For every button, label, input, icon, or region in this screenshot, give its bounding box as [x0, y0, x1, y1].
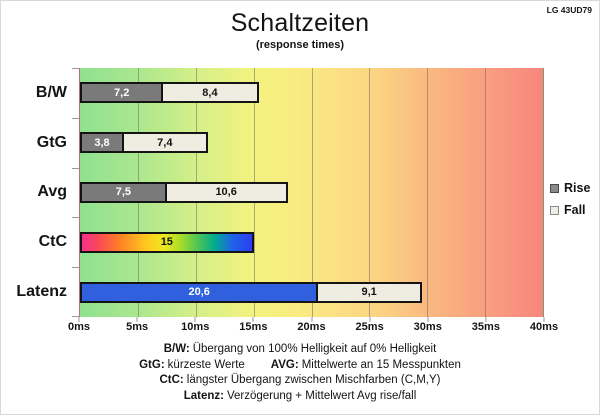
x-axis-tick — [485, 317, 487, 322]
legend: Rise Fall — [550, 181, 590, 217]
footer-definition: längster Übergang zwischen Mischfarben (… — [186, 374, 441, 386]
footer-notes: B/W: Übergang von 100% Helligkeit auf 0% … — [1, 342, 599, 404]
footer-term: GtG: — [139, 358, 165, 371]
footer-term: CtC: — [159, 374, 184, 386]
bar-segment-fall: 10,6 — [164, 181, 288, 203]
legend-label: Rise — [564, 181, 591, 195]
x-axis-tick — [369, 317, 371, 322]
bar-segment-rise: 7,5 — [80, 181, 167, 203]
legend-item-rise: Rise — [550, 181, 590, 195]
chart-subtitle: (response times) — [255, 39, 345, 51]
bar-value-label: 15 — [160, 236, 173, 249]
footer-line: CtC: längster Übergang zwischen Mischfarb… — [1, 373, 599, 389]
category-label-latenz: Latenz — [16, 283, 67, 301]
x-axis-label: 35ms — [471, 321, 500, 333]
legend-label: Fall — [564, 203, 586, 217]
y-axis-tick — [72, 68, 79, 69]
bar-value-label: 20,6 — [188, 286, 210, 299]
bar-row-ctc: 15 — [80, 217, 543, 267]
x-axis-label: 30ms — [413, 321, 442, 333]
category-label-ctc: CtC — [38, 233, 67, 251]
y-axis-tick — [72, 217, 79, 219]
bar-value-label: 7,4 — [157, 136, 173, 149]
y-axis-tick — [72, 167, 79, 169]
footer-line: Latenz: Verzögerung + Mittelwert Avg rise… — [1, 389, 599, 405]
bar-value-label: 8,4 — [202, 86, 218, 99]
bar-value-label: 7,5 — [115, 186, 132, 199]
device-label: LG 43UD79 — [546, 5, 592, 15]
bar-segment-fall: 9,1 — [316, 281, 422, 303]
footer-definition: Mittelwerte an 15 Messpunkten — [301, 358, 461, 371]
x-axis-label: 15ms — [239, 321, 268, 333]
x-axis-tick — [543, 317, 545, 322]
gridline — [427, 68, 429, 317]
bar-value-label: 9,1 — [361, 286, 377, 299]
legend-swatch-rise — [550, 183, 559, 193]
bar-segment-rainbow: 15 — [80, 231, 254, 253]
x-axis-tick — [427, 317, 429, 322]
y-axis-tick — [72, 267, 79, 269]
bar-row-bw: 7,2 8,4 — [80, 68, 543, 118]
x-axis-tick — [252, 317, 254, 322]
bar-segment-fall: 8,4 — [161, 82, 259, 104]
x-axis-label: 10ms — [181, 321, 210, 333]
bar-segment-latency: 20,6 — [80, 281, 319, 303]
footer-term: AVG: — [270, 358, 299, 371]
y-axis-tick — [72, 117, 79, 119]
y-axis-labels: B/W GtG Avg CtC Latenz — [1, 68, 67, 317]
gridline — [369, 68, 371, 317]
x-axis-tick — [311, 317, 312, 322]
category-label-gtg: GtG — [36, 133, 67, 151]
bar-segment-rise: 7,2 — [80, 82, 164, 104]
footer-term: B/W: — [163, 343, 190, 355]
footer-line: B/W: Übergang von 100% Helligkeit auf 0% … — [1, 342, 599, 358]
y-axis-tick — [72, 316, 79, 317]
y-axis-ticks — [72, 68, 79, 317]
x-axis-label: 5ms — [126, 321, 149, 333]
x-axis-tick — [78, 317, 80, 322]
bar-row-avg: 7,5 10,6 — [80, 168, 543, 218]
gridline — [485, 68, 487, 317]
legend-swatch-fall — [550, 205, 559, 215]
bar-value-label: 10,6 — [215, 186, 237, 199]
footer-term: Latenz: — [183, 389, 224, 402]
x-axis-label: 25ms — [355, 321, 384, 333]
bar-value-label: 7,2 — [114, 86, 130, 99]
chart-title: Schaltzeiten — [230, 9, 370, 37]
x-axis-tick — [194, 317, 196, 322]
x-axis-tick — [136, 317, 138, 322]
footer-definition: Übergang von 100% Helligkeit auf 0% Hell… — [192, 343, 437, 355]
category-label-avg: Avg — [37, 183, 67, 201]
bar-segment-fall: 7,4 — [121, 132, 208, 154]
footer-line: GtG: kürzeste Werte AVG: Mittelwerte an 15 … — [1, 358, 599, 374]
footer-definition: kürzeste Werte — [167, 358, 245, 371]
category-label-bw: B/W — [35, 83, 67, 101]
gridline — [311, 68, 313, 317]
plot-area: 7,2 8,4 3,8 7,4 7,5 10,6 15 20,6 9,1 — [79, 68, 544, 317]
bar-row-gtg: 3,8 7,4 — [80, 118, 543, 168]
x-axis-label: 40ms — [529, 321, 559, 333]
x-axis-ticks — [78, 317, 545, 322]
bar-segment-rise: 3,8 — [80, 132, 124, 154]
x-axis-label: 0ms — [67, 321, 91, 333]
bar-row-latenz: 20,6 9,1 — [80, 267, 543, 317]
legend-item-fall: Fall — [550, 203, 590, 217]
bar-value-label: 3,8 — [94, 136, 110, 149]
x-axis-labels: 0ms 5ms 10ms 15ms 20ms 25ms 30ms 35ms 40ms — [68, 321, 558, 335]
footer-definition: Verzögerung + Mittelwert Avg rise/fall — [226, 389, 417, 402]
x-axis-label: 20ms — [297, 321, 326, 333]
